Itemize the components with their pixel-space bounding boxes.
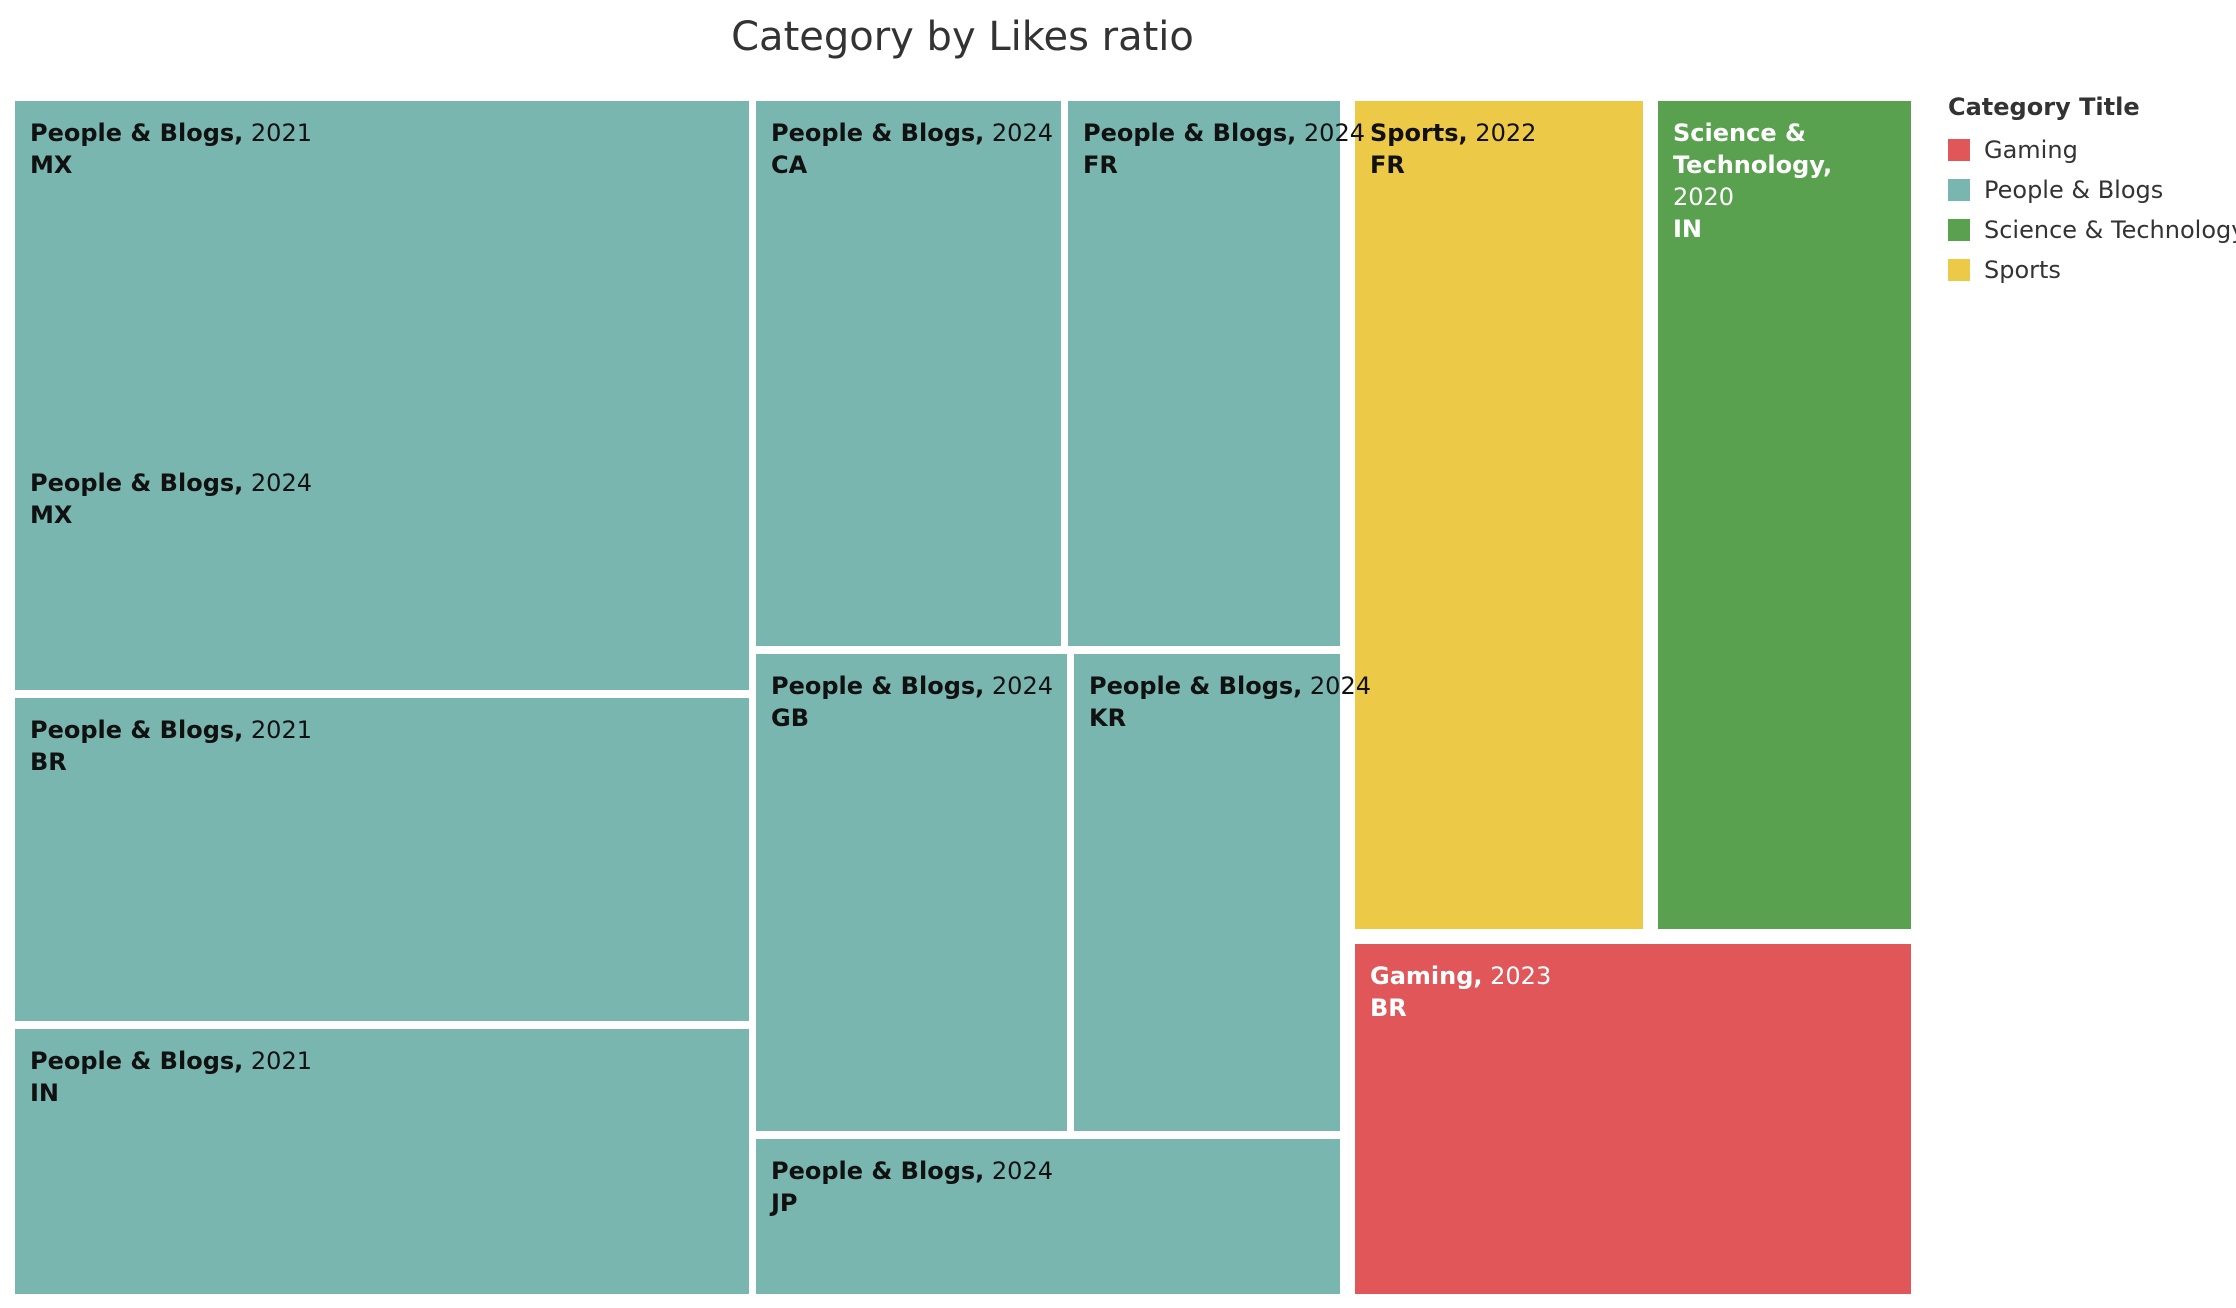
- legend-item-gaming[interactable]: Gaming: [1948, 130, 2236, 170]
- tile-country: BR: [1370, 994, 1407, 1022]
- tile-category: People & Blogs,: [30, 1047, 244, 1075]
- tile-country: CA: [771, 151, 808, 179]
- tile-label: People & Blogs, 2021 MX: [30, 117, 312, 181]
- tile-category: Sports,: [1370, 119, 1468, 147]
- tile-label: People & Blogs, 2024 FR: [1083, 117, 1365, 181]
- tile-label: People & Blogs, 2024 CA: [771, 117, 1053, 181]
- legend-item-science-technology[interactable]: Science & Technology: [1948, 210, 2236, 250]
- treemap-tile[interactable]: [1355, 101, 1643, 929]
- legend: Category Title Gaming People & Blogs Sci…: [1948, 90, 2236, 290]
- legend-item-sports[interactable]: Sports: [1948, 250, 2236, 290]
- legend-swatch: [1948, 259, 1970, 281]
- chart-title: Category by Likes ratio: [731, 14, 1194, 60]
- treemap-tile[interactable]: [15, 698, 749, 1021]
- treemap-tile[interactable]: [15, 451, 749, 690]
- tile-category: People & Blogs,: [30, 716, 244, 744]
- treemap-tile[interactable]: [1658, 101, 1911, 929]
- tile-country: MX: [30, 501, 73, 529]
- tile-country: FR: [1083, 151, 1118, 179]
- tile-category: People & Blogs,: [771, 119, 985, 147]
- tile-year: 2022: [1467, 119, 1537, 147]
- tile-country: IN: [30, 1079, 60, 1107]
- tile-year: 2024: [1302, 672, 1371, 700]
- tile-label: People & Blogs, 2021 IN: [30, 1045, 312, 1109]
- treemap-tile[interactable]: [756, 1139, 1340, 1294]
- tile-label: People & Blogs, 2024 JP: [771, 1155, 1053, 1219]
- tile-label: People & Blogs, 2021 BR: [30, 714, 312, 778]
- tile-category: Gaming,: [1370, 962, 1483, 990]
- treemap-tile[interactable]: [15, 101, 749, 451]
- legend-title: Category Title: [1948, 93, 2140, 121]
- treemap-tile[interactable]: [756, 101, 1061, 646]
- tile-year: 2023: [1482, 962, 1552, 990]
- tile-country: FR: [1370, 151, 1405, 179]
- tile-year: 2020: [1673, 183, 1735, 211]
- treemap-tile[interactable]: [15, 1029, 749, 1294]
- tile-year: 2021: [243, 119, 312, 147]
- tile-category: People & Blogs,: [771, 672, 985, 700]
- legend-label: Gaming: [1984, 136, 2078, 164]
- legend-swatch: [1948, 139, 1970, 161]
- tile-label: People & Blogs, 2024 MX: [30, 467, 312, 531]
- tile-category: People & Blogs,: [1089, 672, 1303, 700]
- tile-category: People & Blogs,: [30, 469, 244, 497]
- tile-year: 2021: [243, 1047, 312, 1075]
- treemap-tile[interactable]: [1355, 944, 1911, 1294]
- treemap-tile[interactable]: [756, 654, 1067, 1131]
- treemap-chart: [15, 101, 1911, 1294]
- tile-category: People & Blogs,: [30, 119, 244, 147]
- tile-year: 2021: [243, 716, 312, 744]
- tile-year: 2024: [243, 469, 312, 497]
- tile-category: People & Blogs,: [1083, 119, 1297, 147]
- legend-swatch: [1948, 179, 1970, 201]
- tile-label: Gaming, 2023 BR: [1370, 960, 1551, 1024]
- legend-swatch: [1948, 219, 1970, 241]
- tile-label: People & Blogs, 2024 KR: [1089, 670, 1371, 734]
- tile-country: IN: [1673, 215, 1703, 243]
- tile-country: GB: [771, 704, 809, 732]
- legend-label: Science & Technology: [1984, 216, 2236, 244]
- tile-country: MX: [30, 151, 73, 179]
- legend-label: Sports: [1984, 256, 2061, 284]
- tile-year: 2024: [1296, 119, 1365, 147]
- tile-label: Sports, 2022 FR: [1370, 117, 1536, 181]
- tile-year: 2024: [984, 1157, 1053, 1185]
- tile-label: People & Blogs, 2024 GB: [771, 670, 1053, 734]
- treemap-tile[interactable]: [1074, 654, 1340, 1131]
- legend-label: People & Blogs: [1984, 176, 2164, 204]
- tile-country: JP: [771, 1189, 798, 1217]
- treemap-tile[interactable]: [1068, 101, 1340, 646]
- tile-category: People & Blogs,: [771, 1157, 985, 1185]
- tile-label: Science & Technology, 2020 IN: [1673, 117, 1898, 245]
- legend-item-people-blogs[interactable]: People & Blogs: [1948, 170, 2236, 210]
- tile-category: Science & Technology,: [1673, 119, 1833, 179]
- tile-year: 2024: [984, 119, 1053, 147]
- tile-year: 2024: [984, 672, 1053, 700]
- tile-country: KR: [1089, 704, 1127, 732]
- tile-country: BR: [30, 748, 67, 776]
